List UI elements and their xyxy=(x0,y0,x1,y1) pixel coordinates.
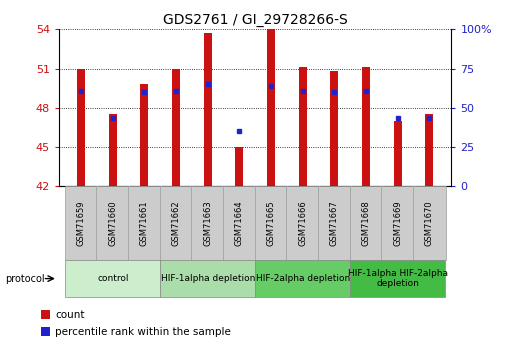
Text: percentile rank within the sample: percentile rank within the sample xyxy=(55,327,231,337)
Text: GSM71666: GSM71666 xyxy=(298,200,307,246)
Text: protocol: protocol xyxy=(5,274,45,284)
Text: HIF-2alpha depletion: HIF-2alpha depletion xyxy=(255,274,350,283)
Text: GSM71663: GSM71663 xyxy=(203,200,212,246)
Text: control: control xyxy=(97,274,129,283)
Bar xyxy=(362,67,370,186)
Text: GSM71665: GSM71665 xyxy=(267,200,275,246)
Bar xyxy=(267,28,275,186)
Text: GSM71669: GSM71669 xyxy=(393,200,402,246)
Text: GSM71670: GSM71670 xyxy=(425,200,434,246)
Text: count: count xyxy=(55,309,85,319)
Bar xyxy=(204,33,212,186)
Bar xyxy=(141,84,148,186)
Text: GSM71660: GSM71660 xyxy=(108,200,117,246)
Bar xyxy=(172,69,180,186)
Bar xyxy=(299,67,307,186)
Bar xyxy=(330,71,338,186)
Text: GSM71659: GSM71659 xyxy=(76,201,86,246)
Title: GDS2761 / GI_29728266-S: GDS2761 / GI_29728266-S xyxy=(163,13,348,27)
Text: GSM71661: GSM71661 xyxy=(140,200,149,246)
Bar xyxy=(235,147,243,186)
Text: GSM71662: GSM71662 xyxy=(171,200,181,246)
Text: HIF-1alpha depletion: HIF-1alpha depletion xyxy=(161,274,255,283)
Text: HIF-1alpha HIF-2alpha
depletion: HIF-1alpha HIF-2alpha depletion xyxy=(348,269,448,288)
Bar xyxy=(77,69,85,186)
Text: GSM71667: GSM71667 xyxy=(330,200,339,246)
Bar xyxy=(109,114,117,186)
Bar xyxy=(393,121,402,186)
Text: GSM71668: GSM71668 xyxy=(362,200,370,246)
Text: GSM71664: GSM71664 xyxy=(235,200,244,246)
Bar xyxy=(425,114,433,186)
